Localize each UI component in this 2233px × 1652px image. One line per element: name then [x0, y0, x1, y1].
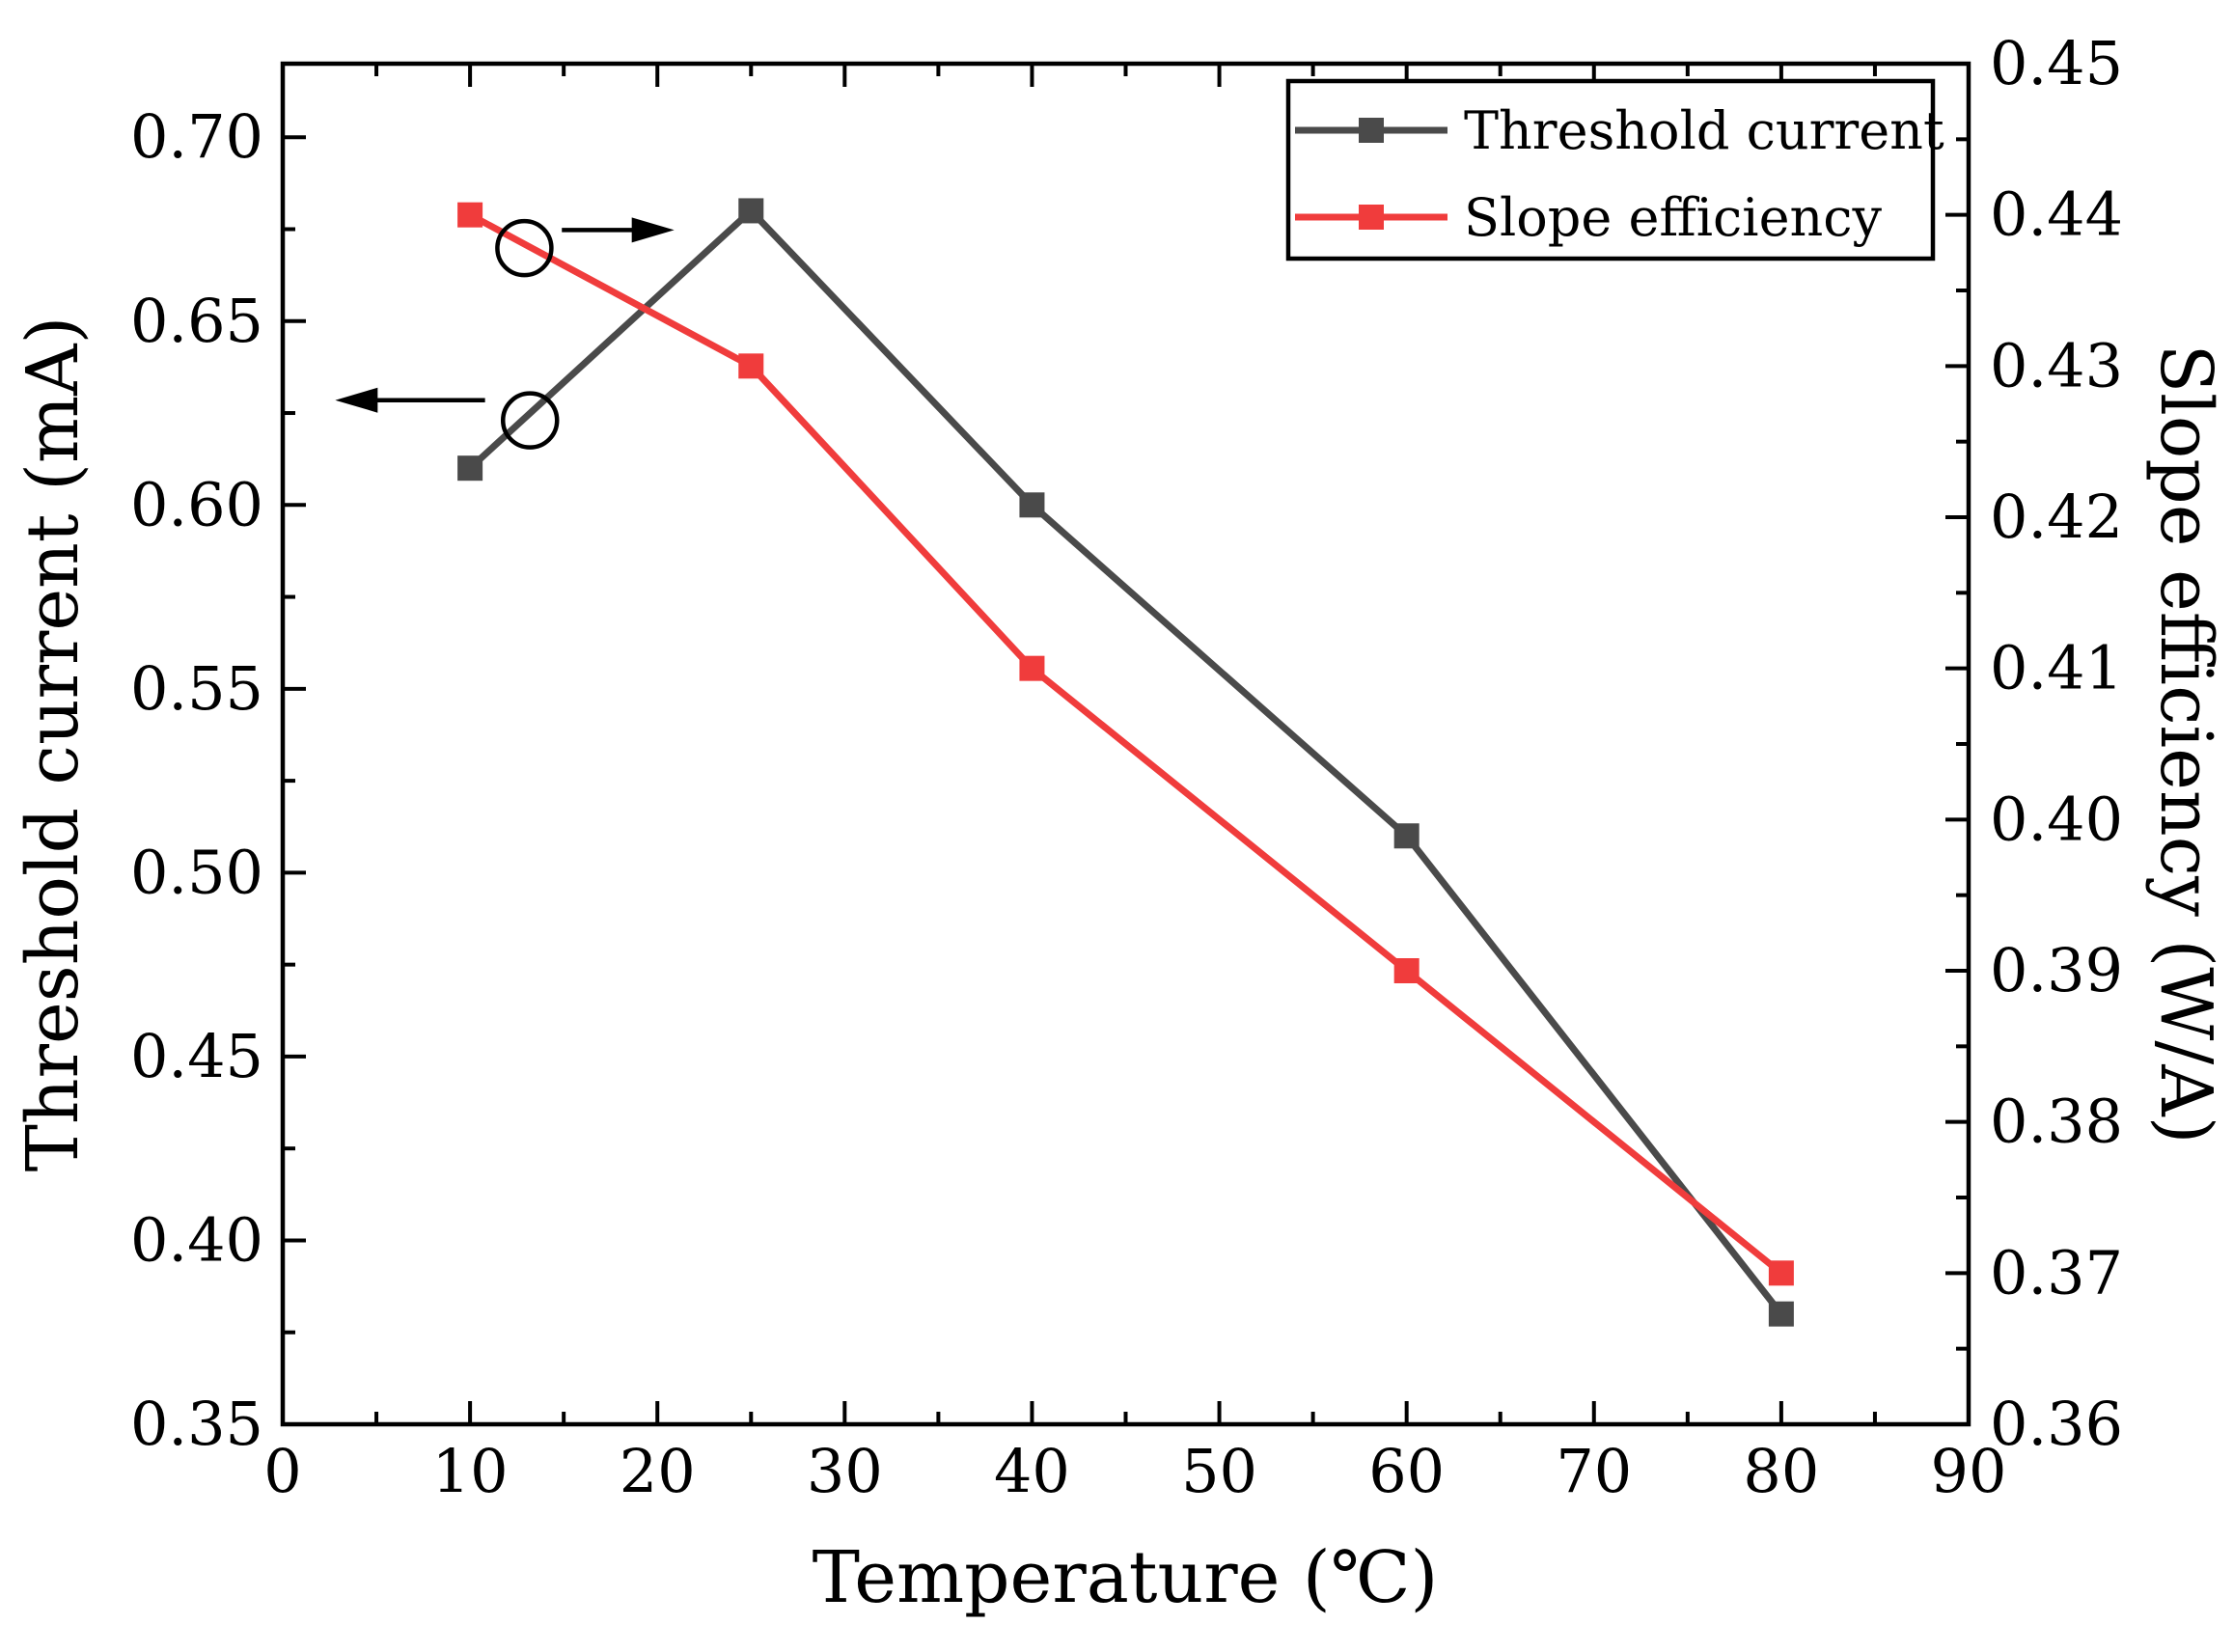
x-tick-label: 10	[432, 1436, 509, 1506]
x-tick-label: 90	[1931, 1436, 2007, 1506]
left-axis-indicator-circle	[500, 391, 560, 450]
y-right-tick-label: 0.41	[1990, 633, 2123, 703]
y-left-tick-label: 0.55	[130, 653, 263, 724]
x-axis-title: Temperature (℃)	[813, 1536, 1439, 1619]
y-right-tick-label: 0.37	[1990, 1237, 2123, 1308]
y-right-tick-label: 0.40	[1990, 784, 2123, 854]
y-left-tick-label: 0.65	[130, 286, 263, 356]
threshold-current-point	[1393, 823, 1420, 849]
x-tick-label: 0	[263, 1436, 301, 1506]
legend-marker-slope	[1359, 205, 1384, 230]
x-tick-label: 80	[1743, 1436, 1819, 1506]
plot-frame	[280, 61, 1971, 1427]
y-left-axis-title: Threshold current (mA)	[12, 317, 95, 1172]
legend-box	[1285, 78, 1936, 262]
y-right-tick-label: 0.39	[1990, 935, 2123, 1005]
threshold-current-point	[738, 198, 764, 224]
axis-annotations	[335, 217, 675, 450]
y-left-tick-label: 0.45	[130, 1021, 263, 1091]
legend: Threshold current Slope efficiency	[1285, 78, 1944, 262]
slope-efficiency-point	[1768, 1260, 1794, 1286]
slope-efficiency-point	[457, 202, 483, 228]
data-series	[457, 198, 1794, 1327]
slope-efficiency-point	[738, 353, 764, 379]
threshold-current-line	[467, 206, 1784, 1316]
y-right-tick-label: 0.38	[1990, 1087, 2123, 1157]
x-tick-label: 20	[620, 1436, 696, 1506]
y-right-axis-title: Slope efficiency (W/A)	[2144, 344, 2227, 1143]
legend-marker-threshold	[1359, 118, 1384, 143]
slope-efficiency-line	[468, 211, 1784, 1277]
y-left-tick-label: 0.35	[130, 1389, 263, 1459]
y-right-tick-label: 0.42	[1990, 482, 2123, 552]
y-left-tick-label: 0.40	[130, 1204, 263, 1275]
legend-label-threshold: Threshold current	[1464, 100, 1944, 161]
y-left-tick-label: 0.60	[130, 469, 263, 539]
y-right-tick-label: 0.43	[1990, 330, 2123, 400]
x-tick-label: 40	[994, 1436, 1070, 1506]
slope-efficiency-point	[1393, 958, 1420, 983]
x-tick-label: 60	[1368, 1436, 1445, 1506]
threshold-current-point	[457, 455, 483, 482]
threshold-current-point	[1768, 1301, 1794, 1327]
left-axis-indicator-arrowhead	[335, 387, 378, 413]
x-tick-label: 30	[807, 1436, 883, 1506]
slope-efficiency-point	[1019, 655, 1045, 681]
y-right-tick-label: 0.44	[1990, 179, 2123, 250]
axis-ticks: 0 10 20 30 40 50 60 70 80 90 0.35 0.40 0.45 0.50 0.55 0…	[130, 28, 2123, 1506]
x-tick-label: 70	[1556, 1436, 1632, 1506]
y-right-tick-label: 0.36	[1990, 1389, 2123, 1459]
y-right-tick-label: 0.45	[1990, 28, 2123, 98]
y-left-tick-label: 0.50	[130, 837, 263, 907]
x-tick-label: 50	[1181, 1436, 1257, 1506]
right-axis-indicator-circle	[495, 218, 554, 278]
right-axis-indicator-arrowhead	[631, 217, 675, 243]
threshold-current-point	[1019, 492, 1045, 518]
legend-label-slope: Slope efficiency	[1464, 187, 1883, 248]
y-left-tick-label: 0.70	[130, 101, 263, 172]
